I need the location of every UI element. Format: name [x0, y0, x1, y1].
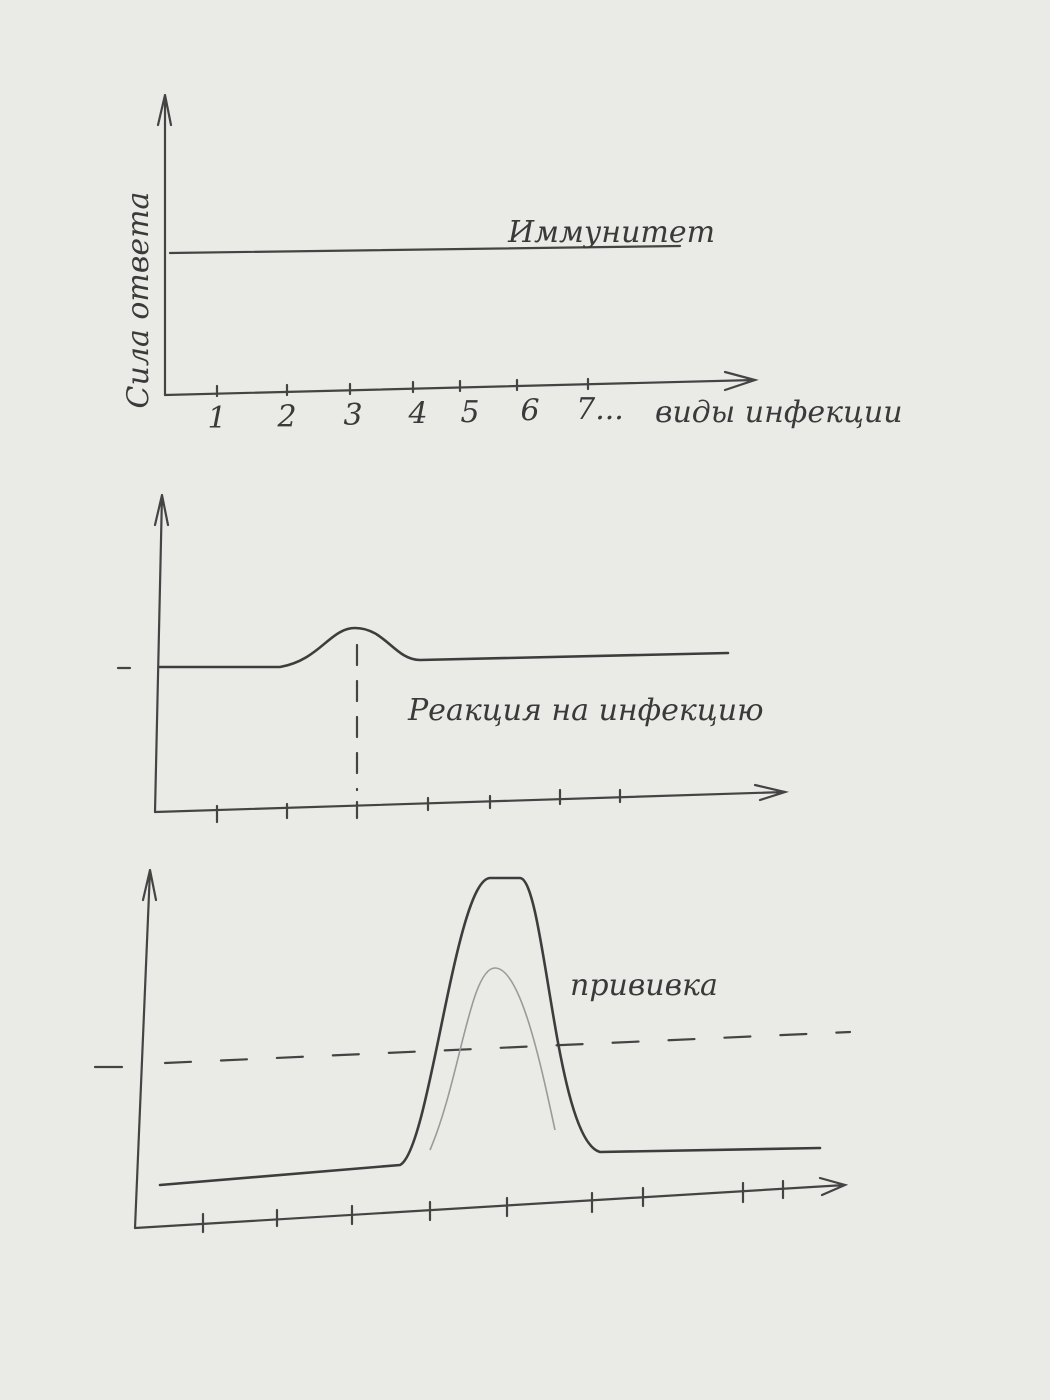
x-tick-label: 6	[520, 394, 539, 429]
faint-curve	[429, 967, 556, 1151]
y-axis-label: Сила ответа	[121, 192, 156, 409]
graph-immunity: Сила ответа 1 2 3 4 5 6 7... виды инфекции Имм…	[121, 93, 903, 436]
graph-vaccination: прививка	[93, 868, 852, 1234]
line-label: Иммунитет	[507, 215, 715, 250]
x-axis-label: виды инфекции	[655, 395, 903, 430]
x-tick-labels: 1 2 3 4 5 6 7...	[207, 392, 623, 436]
graph-reaction: Реакция на инфекцию	[116, 493, 790, 824]
curve-label: прививка	[570, 968, 718, 1003]
threshold-line	[163, 1030, 852, 1065]
x-tick-label: 7...	[576, 392, 624, 427]
x-ticks	[215, 377, 590, 398]
x-axis	[153, 783, 790, 814]
immunity-line	[168, 244, 682, 255]
reaction-curve	[158, 626, 730, 669]
x-axis	[133, 1176, 849, 1230]
x-tick-label: 5	[460, 395, 479, 430]
x-tick-label: 3	[343, 398, 362, 433]
curve-label: Реакция на инфекцию	[407, 693, 763, 728]
x-ticks	[201, 1179, 785, 1234]
y-axis	[133, 868, 158, 1230]
y-axis	[153, 493, 170, 814]
y-axis	[156, 93, 173, 397]
x-tick-label: 4	[407, 397, 427, 432]
x-tick-label: 2	[276, 400, 296, 435]
x-ticks	[215, 788, 622, 824]
x-tick-label: 1	[207, 401, 226, 436]
vaccination-curve	[158, 876, 822, 1187]
